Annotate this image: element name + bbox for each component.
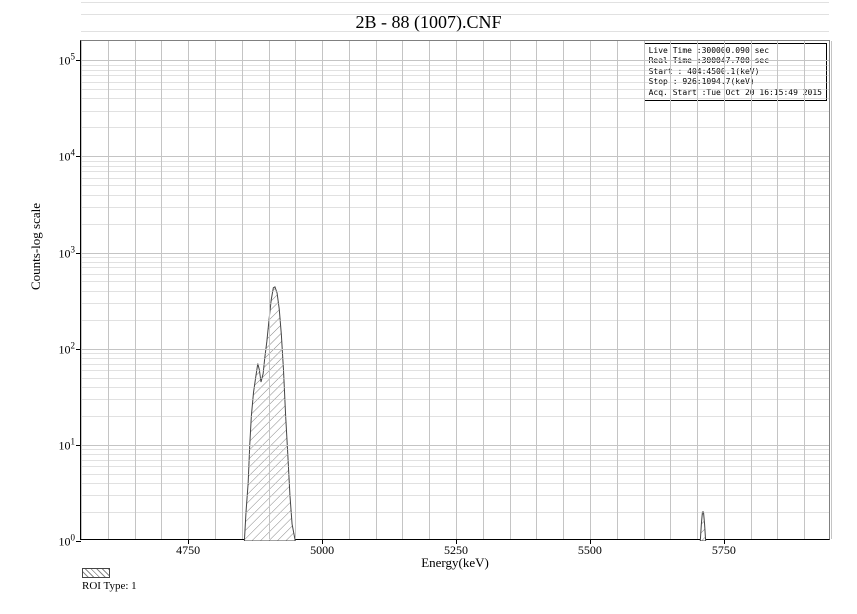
ytick (76, 541, 81, 542)
gridline-v (644, 41, 645, 539)
gridline-h-minor (81, 370, 829, 371)
gridline-v (510, 41, 511, 539)
gridline-v (188, 41, 189, 539)
gridline-v (322, 41, 323, 539)
gridline-v (269, 41, 270, 539)
gridline-h-minor (81, 474, 829, 475)
gridline-h-minor (81, 358, 829, 359)
gridline-v (563, 41, 564, 539)
xtick-label: 4750 (176, 543, 200, 558)
gridline-v (295, 41, 296, 539)
gridline-h-minor (81, 387, 829, 388)
legend-swatch (82, 568, 110, 578)
gridline-v (536, 41, 537, 539)
gridline-h-minor (81, 353, 829, 354)
gridline-h-minor (81, 2, 829, 3)
gridline-v (590, 41, 591, 539)
gridline-v (376, 41, 377, 539)
gridline-h-minor (81, 31, 829, 32)
gridline-h-minor (81, 281, 829, 282)
gridline-h-minor (81, 98, 829, 99)
spectrum-peak (244, 287, 295, 541)
gridline-v (429, 41, 430, 539)
spectrum-peak (700, 512, 705, 541)
gridline-h (81, 156, 829, 157)
gridline-v (617, 41, 618, 539)
gridline-h-minor (81, 171, 829, 172)
gridline-h-minor (81, 70, 829, 71)
ytick-label: 105 (59, 52, 76, 69)
gridline-h-minor (81, 291, 829, 292)
ytick-label: 104 (59, 148, 76, 165)
gridline-h-minor (81, 378, 829, 379)
gridline-h-minor (81, 416, 829, 417)
gridline-h-minor (81, 267, 829, 268)
gridline-h (81, 445, 829, 446)
gridline-v (697, 41, 698, 539)
gridline-h-minor (81, 320, 829, 321)
gridline-v (81, 41, 82, 539)
gridline-h-minor (81, 257, 829, 258)
gridline-v (751, 41, 752, 539)
gridline-h-minor (81, 65, 829, 66)
gridline-h-minor (81, 161, 829, 162)
gridline-h-minor (81, 262, 829, 263)
gridline-h-minor (81, 512, 829, 513)
gridline-v (831, 41, 832, 539)
gridline-h-minor (81, 454, 829, 455)
gridline-h-minor (81, 399, 829, 400)
gridline-h-minor (81, 75, 829, 76)
gridline-v (242, 41, 243, 539)
gridline-h-minor (81, 274, 829, 275)
ytick-label: 103 (59, 244, 76, 261)
gridline-v (215, 41, 216, 539)
xtick-label: 5500 (578, 543, 602, 558)
legend: ROI Type: 1 (82, 568, 137, 592)
gridline-h-minor (81, 14, 829, 15)
gridline-v (402, 41, 403, 539)
gridline-v (456, 41, 457, 539)
gridline-h-minor (81, 466, 829, 467)
gridline-v (804, 41, 805, 539)
gridline-v (161, 41, 162, 539)
gridline-h-minor (81, 207, 829, 208)
gridline-h-minor (81, 483, 829, 484)
gridline-v (135, 41, 136, 539)
gridline-h-minor (81, 178, 829, 179)
gridline-v (349, 41, 350, 539)
gridline-h-minor (81, 303, 829, 304)
gridline-v (724, 41, 725, 539)
gridline-h-minor (81, 127, 829, 128)
ytick-label: 101 (59, 436, 76, 453)
gridline-h-minor (81, 364, 829, 365)
gridline-h (81, 253, 829, 254)
gridline-h-minor (81, 166, 829, 167)
gridline-h-minor (81, 449, 829, 450)
gridline-v (777, 41, 778, 539)
gridline-h-minor (81, 460, 829, 461)
gridline-v (670, 41, 671, 539)
xtick-label: 5000 (310, 543, 334, 558)
gridline-h (81, 60, 829, 61)
plot-area: Live Time :300000.090 sec Real Time :300… (80, 40, 830, 540)
gridline-h-minor (81, 224, 829, 225)
gridline-h-minor (81, 195, 829, 196)
gridline-h-minor (81, 89, 829, 90)
gridline-v (108, 41, 109, 539)
gridline-h (81, 349, 829, 350)
gridline-v (483, 41, 484, 539)
gridline-h-minor (81, 82, 829, 83)
chart-container: Live Time :300000.090 sec Real Time :300… (80, 40, 830, 540)
gridline-h-minor (81, 111, 829, 112)
ytick-label: 102 (59, 340, 76, 357)
info-live-time: Live Time :300000.090 sec (649, 46, 822, 56)
xtick-label: 5750 (712, 543, 736, 558)
y-axis-label: Counts-log scale (28, 203, 44, 290)
ytick-label: 100 (59, 533, 76, 550)
gridline-h-minor (81, 185, 829, 186)
legend-label: ROI Type: 1 (82, 580, 137, 592)
gridline-h-minor (81, 495, 829, 496)
xtick-label: 5250 (444, 543, 468, 558)
